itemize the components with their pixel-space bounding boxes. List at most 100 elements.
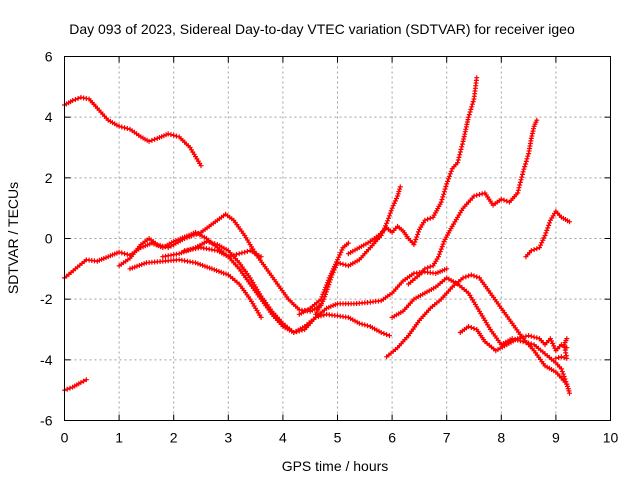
data-point (157, 242, 163, 248)
data-point (207, 265, 213, 271)
data-point (189, 233, 195, 239)
data-point (223, 271, 229, 277)
data-point (559, 369, 565, 374)
data-point (438, 246, 444, 252)
data-point (244, 248, 250, 254)
data-point (72, 97, 78, 102)
data-point (444, 181, 450, 187)
data-point (470, 99, 476, 105)
data-point (385, 218, 391, 224)
data-point (447, 171, 453, 177)
data-point (388, 208, 394, 214)
data-point (171, 132, 177, 138)
data-point (517, 179, 523, 185)
data-point (173, 133, 179, 139)
y-tick-label: 6 (45, 49, 53, 65)
data-point (116, 249, 122, 255)
data-point (474, 192, 480, 198)
data-point (460, 275, 466, 281)
data-point (343, 262, 349, 268)
x-tick-label: 3 (224, 430, 232, 446)
data-point (70, 98, 76, 103)
data-point (543, 230, 549, 236)
data-point (291, 330, 297, 335)
data-point (474, 75, 480, 81)
data-point (212, 241, 218, 247)
series-arc-15 (523, 208, 572, 260)
data-point (234, 251, 239, 257)
y-tick-label: -6 (40, 413, 53, 429)
series-arc-1 (62, 94, 204, 169)
data-point (378, 330, 384, 335)
data-point (504, 198, 510, 204)
x-tick-label: 10 (603, 430, 619, 446)
data-point (168, 243, 174, 249)
data-point (427, 264, 433, 270)
data-point (165, 131, 171, 137)
data-point (534, 117, 540, 123)
data-point (211, 267, 217, 273)
data-point (216, 268, 222, 274)
x-tick-label: 8 (497, 430, 505, 446)
y-tick-label: -2 (40, 291, 53, 307)
data-point (439, 197, 445, 202)
grid (64, 56, 611, 421)
data-point (422, 217, 428, 223)
data-point (455, 157, 461, 163)
data-point (202, 263, 208, 269)
data-point (397, 186, 403, 192)
data-point (146, 138, 152, 144)
data-point (561, 374, 567, 379)
data-point (515, 190, 521, 196)
x-tick-label: 2 (170, 430, 178, 446)
data-point (337, 261, 343, 266)
data-point (556, 355, 562, 361)
data-point (396, 189, 402, 194)
data-point (163, 244, 168, 250)
data-point (463, 274, 469, 280)
data-point (182, 236, 188, 241)
data-point (67, 385, 73, 391)
y-axis-label: SDTVAR / TECUs (5, 182, 21, 294)
data-point (322, 294, 328, 300)
data-point (520, 339, 526, 345)
data-point (479, 191, 485, 197)
data-point (440, 194, 446, 200)
series-arc-16 (553, 336, 570, 361)
data-point (553, 355, 559, 361)
data-point (362, 322, 368, 328)
data-point (565, 386, 571, 392)
data-point (154, 242, 160, 248)
data-point (327, 279, 333, 285)
data-point (296, 328, 302, 334)
series-arc-10 (345, 75, 480, 257)
data-point (562, 376, 568, 382)
data-point (193, 260, 198, 266)
data-point (545, 225, 551, 231)
data-point (198, 163, 204, 169)
data-point (523, 339, 529, 345)
data-point (457, 152, 463, 158)
data-point (425, 265, 431, 271)
data-point (562, 347, 568, 353)
data-point (416, 229, 421, 235)
series-arc-6 (160, 239, 392, 339)
data-point (442, 186, 448, 192)
data-point (558, 354, 564, 360)
data-point (136, 262, 142, 268)
data-point (122, 251, 128, 257)
data-point (469, 101, 475, 107)
x-tick-label: 5 (334, 430, 342, 446)
x-tick-label: 0 (61, 430, 69, 446)
data-point (522, 164, 528, 170)
y-tick-label: 2 (45, 170, 53, 186)
data-point (168, 132, 174, 138)
data-point (176, 251, 182, 257)
data-point (560, 371, 566, 377)
data-point (325, 284, 331, 290)
data-point (214, 268, 220, 274)
data-point (411, 242, 417, 248)
data-point (186, 234, 192, 240)
data-point (466, 112, 472, 118)
data-point (474, 274, 480, 280)
